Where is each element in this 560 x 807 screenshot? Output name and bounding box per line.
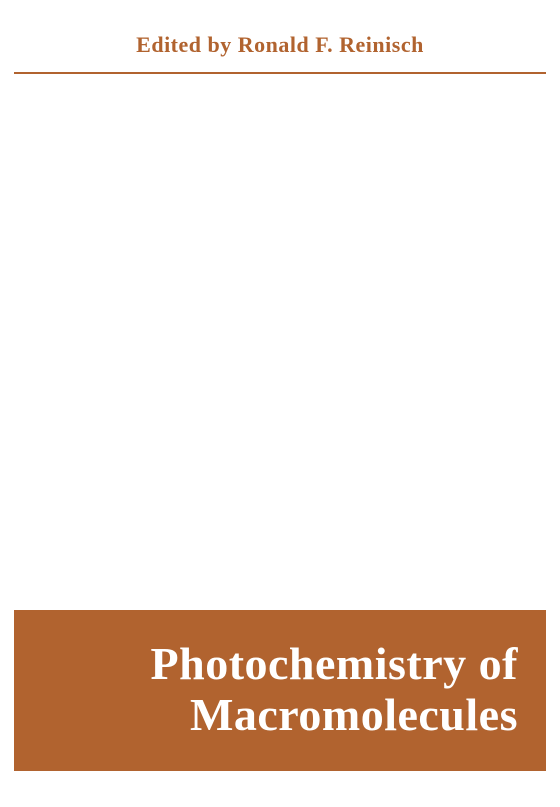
spacer <box>0 74 560 610</box>
book-cover: Edited by Ronald F. Reinisch Photochemis… <box>0 0 560 807</box>
title-line-1: Photochemistry of <box>151 638 518 689</box>
title-band: Photochemistry of Macromolecules <box>14 610 546 771</box>
editor-credit: Edited by Ronald F. Reinisch <box>0 32 560 58</box>
editor-prefix: Edited by <box>136 32 238 57</box>
header-section: Edited by Ronald F. Reinisch <box>0 0 560 74</box>
editor-name: Ronald F. Reinisch <box>238 32 424 57</box>
book-title: Photochemistry of Macromolecules <box>42 638 518 741</box>
title-line-2: Macromolecules <box>190 689 518 740</box>
